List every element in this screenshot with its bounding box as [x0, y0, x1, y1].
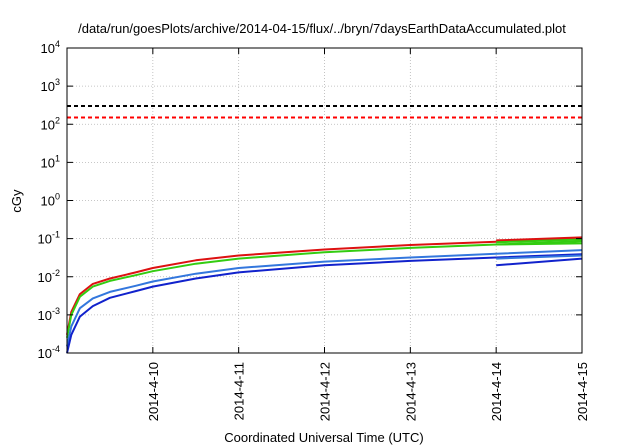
y-tick-label-exponent: -2 — [52, 268, 60, 278]
y-tick-label-base: 10 — [38, 308, 52, 323]
x-axis-label: Coordinated Universal Time (UTC) — [224, 430, 423, 445]
x-tick-label: 2014-4-10 — [146, 362, 161, 421]
y-axis-label: cGy — [9, 189, 24, 213]
y-tick-label-exponent: 4 — [55, 39, 60, 49]
y-tick-label: 10-4 — [38, 344, 60, 361]
chart-title: /data/run/goesPlots/archive/2014-04-15/f… — [78, 21, 566, 36]
y-tick-label-exponent: 0 — [55, 192, 60, 202]
y-tick-label: 104 — [41, 39, 60, 56]
series-line — [496, 238, 583, 244]
x-tick-label: 2014-4-15 — [575, 362, 590, 421]
x-tick-label: 2014-4-12 — [318, 362, 333, 421]
y-tick-label-base: 10 — [41, 117, 55, 132]
series-line — [66, 236, 583, 335]
y-tick-label: 10-1 — [38, 230, 60, 247]
y-tick-label-exponent: -3 — [52, 306, 60, 316]
series-line — [66, 253, 583, 354]
y-tick-label: 101 — [41, 153, 60, 170]
series-line — [66, 249, 583, 347]
y-tick-label: 103 — [41, 77, 60, 94]
y-tick-label-base: 10 — [41, 155, 55, 170]
y-tick-label: 10-2 — [38, 268, 60, 285]
x-tick-label: 2014-4-11 — [232, 362, 247, 420]
y-tick-label: 100 — [41, 192, 60, 209]
x-tick-label: 2014-4-14 — [489, 362, 504, 421]
series-line — [66, 240, 583, 338]
y-tick-label: 10-3 — [38, 306, 60, 323]
series-line — [496, 254, 583, 260]
y-tick-label-base: 10 — [41, 41, 55, 56]
y-tick-label-exponent: 3 — [55, 77, 60, 87]
x-tick-label: 2014-4-13 — [403, 362, 418, 421]
grid — [67, 47, 582, 354]
y-tick-label-base: 10 — [41, 79, 55, 94]
series-line — [496, 236, 583, 242]
y-tick-label-exponent: -4 — [52, 344, 60, 354]
series-line — [496, 242, 583, 246]
y-tick-label-base: 10 — [41, 194, 55, 209]
y-tick-label-exponent: -1 — [52, 230, 60, 240]
y-tick-label-base: 10 — [38, 346, 52, 361]
y-tick-label-exponent: 1 — [55, 153, 60, 163]
series-layer — [66, 236, 583, 354]
reference-lines — [67, 105, 582, 119]
y-tick-label: 102 — [41, 115, 60, 132]
y-tick-label-exponent: 2 — [55, 115, 60, 125]
x-axis-ticks: 2014-4-10 2014-4-11 2014-4-12 2014-4-13 2014… — [146, 48, 590, 421]
series-line — [496, 257, 583, 267]
y-tick-label-base: 10 — [38, 232, 52, 247]
y-tick-label-base: 10 — [38, 270, 52, 285]
